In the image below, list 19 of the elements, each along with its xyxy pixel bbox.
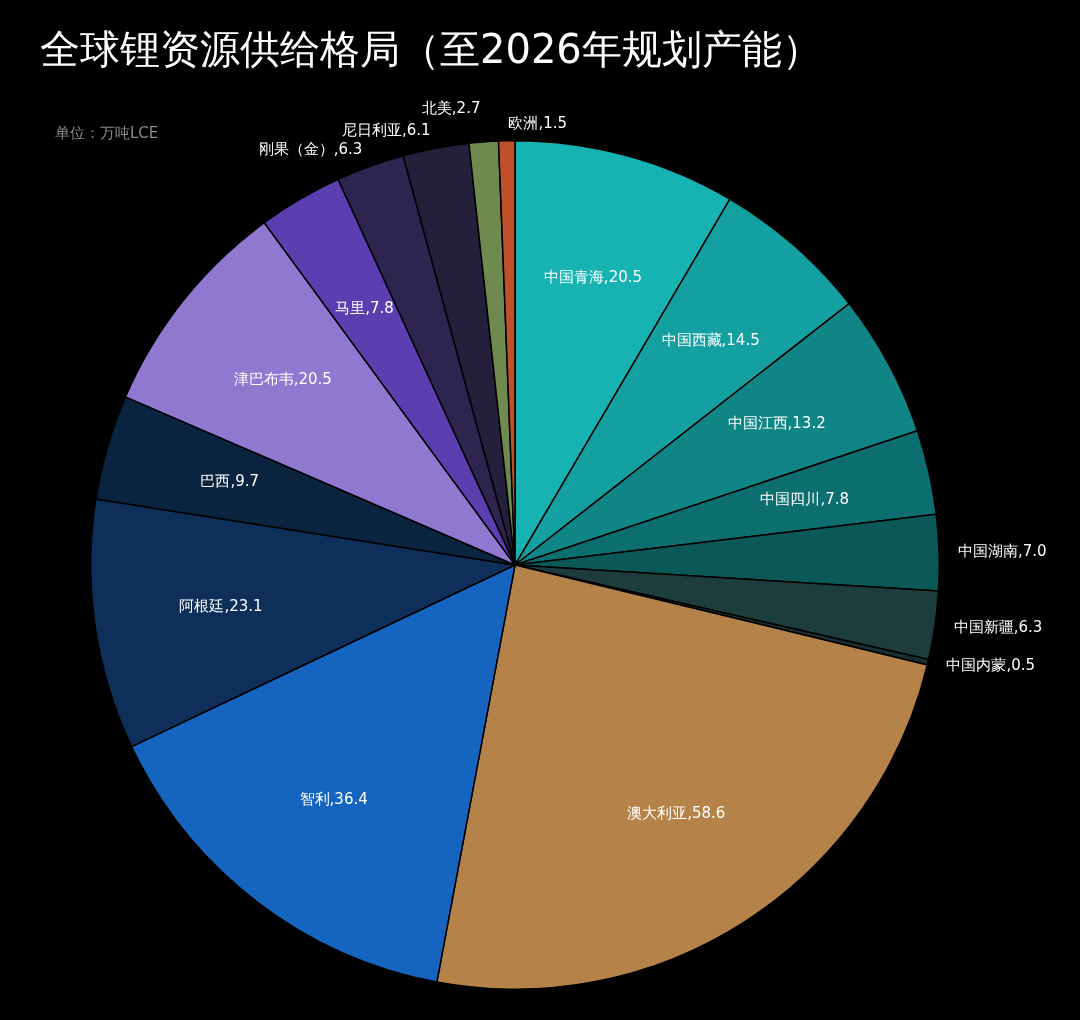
slice-label: 刚果（金）,6.3 — [258, 140, 363, 159]
slice-label: 智利,36.4 — [299, 790, 368, 809]
text: 单位：万吨LCE — [55, 124, 159, 143]
slice-label: 中国新疆,6.3 — [953, 617, 1043, 636]
slice-label: 津巴布韦,20.5 — [233, 369, 332, 388]
slice-label: 阿根廷,23.1 — [179, 597, 263, 616]
chart-title: 全球锂资源供给格局（至2026年规划产能） — [40, 25, 822, 74]
slice-label: 中国四川,7.8 — [760, 489, 850, 508]
slice-label: 澳大利亚,58.6 — [627, 804, 726, 823]
slice-label: 中国西藏,14.5 — [661, 331, 760, 350]
slice-label: 中国湖南,7.0 — [958, 542, 1047, 561]
slice-label: 中国内蒙,0.5 — [946, 656, 1036, 675]
slice-label: 巴西,9.7 — [200, 472, 260, 491]
slice-label: 中国青海,20.5 — [543, 268, 643, 287]
slice-label: 北美,2.7 — [421, 98, 481, 117]
slice-label: 欧洲,1.5 — [508, 113, 568, 132]
slice-label: 尼日利亚,6.1 — [341, 121, 431, 140]
slice-label: 中国江西,13.2 — [727, 414, 826, 433]
slice-label: 马里,7.8 — [335, 298, 394, 317]
